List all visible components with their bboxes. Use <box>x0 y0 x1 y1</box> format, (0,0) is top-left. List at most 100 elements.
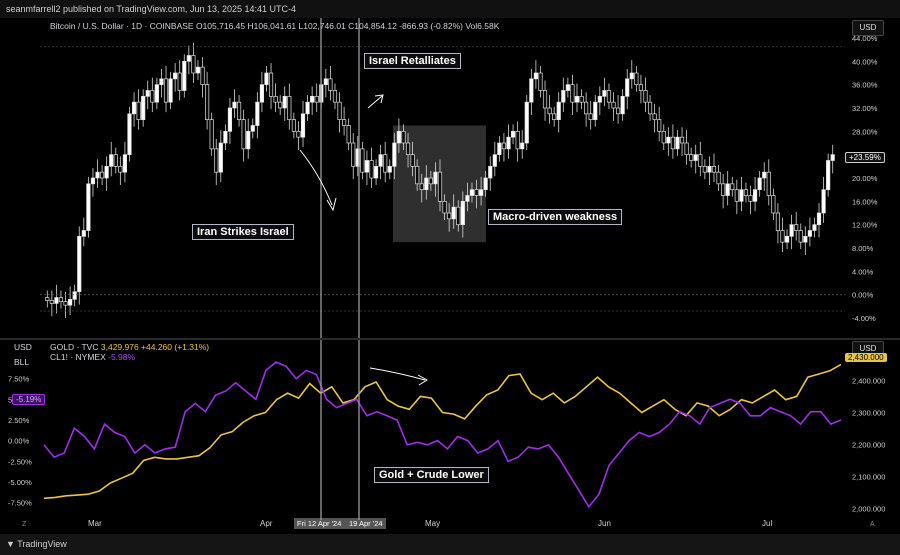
btc-symbol[interactable]: Bitcoin / U.S. Dollar · 1D · COINBASE <box>50 21 194 31</box>
candle-body <box>739 189 744 202</box>
left-bll-badge[interactable]: BLL <box>14 357 30 367</box>
candle-body <box>104 165 109 179</box>
candle-body <box>638 84 644 91</box>
btc-candle <box>721 173 726 209</box>
candle-body <box>300 113 306 138</box>
btc-candle <box>611 92 616 121</box>
candle-body <box>131 101 137 115</box>
btc-candle <box>205 71 210 130</box>
btc-candle <box>68 286 73 316</box>
candle-body <box>542 90 548 109</box>
btc-candle <box>625 68 630 110</box>
btc-candle <box>515 121 520 162</box>
candle-body <box>342 119 347 126</box>
btc-candle <box>255 92 260 139</box>
btc-candle <box>775 203 781 244</box>
candle-body <box>373 165 379 179</box>
candle-body <box>168 78 173 103</box>
candle-body <box>492 154 497 167</box>
candle-body <box>205 84 210 121</box>
candle-body <box>378 154 383 167</box>
candle-body <box>830 154 835 161</box>
candle-body <box>305 101 310 115</box>
currency-button[interactable]: USD <box>852 20 884 36</box>
btc-candle <box>794 211 799 241</box>
btc-candle <box>725 171 730 206</box>
candle-body <box>584 101 589 115</box>
btc-candle <box>492 141 497 177</box>
candle-body <box>657 119 662 132</box>
btc-candle <box>209 112 214 156</box>
candle-body <box>278 101 283 109</box>
candle-body <box>223 130 228 144</box>
candle-body <box>716 171 721 185</box>
candle-body <box>807 230 812 237</box>
left-usd-badge[interactable]: USD <box>14 342 32 352</box>
annotation-gold-crude: Gold + Crude Lower <box>374 467 489 483</box>
btc-candle <box>332 83 338 110</box>
candle-body <box>433 171 438 185</box>
gold-symbol[interactable]: GOLD · TVC <box>50 342 99 352</box>
candle-body <box>437 171 443 202</box>
btc-candle <box>150 77 155 113</box>
cursor-date-label: 19 Apr '24 <box>349 519 383 528</box>
candle-body <box>698 154 703 167</box>
candle-body <box>154 84 159 103</box>
candle-body <box>113 154 118 167</box>
btc-candle <box>456 200 461 232</box>
candle-body <box>816 212 822 226</box>
candle-body <box>191 55 196 74</box>
btc-candle <box>191 42 196 83</box>
annotation-retaliates: Israel Retalliates <box>364 53 461 69</box>
candle-body <box>177 72 182 91</box>
candle-body <box>136 101 141 121</box>
btc-candle <box>679 127 685 156</box>
candle-body <box>561 90 566 103</box>
btc-candle <box>616 95 621 124</box>
candle-body <box>173 72 178 80</box>
btc-candle <box>154 77 159 110</box>
btc-candle <box>337 92 342 133</box>
candle-body <box>734 189 739 202</box>
btc-candle <box>109 141 114 177</box>
candle-body <box>616 107 621 115</box>
corner-right-label: A <box>870 521 875 528</box>
candle-body <box>49 300 54 304</box>
btc-candle <box>424 165 429 200</box>
btc-candle <box>579 89 584 110</box>
candle-body <box>200 66 205 86</box>
crude-symbol[interactable]: CL1! · NYMEX <box>50 352 106 362</box>
candle-body <box>510 130 516 138</box>
btc-candle <box>232 89 237 118</box>
pane-divider[interactable] <box>0 338 900 340</box>
btc-candle <box>328 66 333 101</box>
btc-candle <box>561 77 566 113</box>
candle-body <box>689 154 694 161</box>
btc-candle <box>830 144 835 174</box>
x-tick-label: Apr <box>260 519 273 528</box>
btc-candle <box>236 95 242 127</box>
candle-body <box>122 154 127 173</box>
up-arrow-head <box>374 94 384 104</box>
tradingview-logo[interactable]: ▼ TradingView <box>6 539 67 549</box>
candle-body <box>803 235 808 243</box>
btc-candle <box>474 179 479 209</box>
btc-candle <box>186 45 191 75</box>
left-y-tick: 0.00% <box>8 437 30 446</box>
btc-candle <box>214 138 219 185</box>
candle-body <box>579 95 584 103</box>
btc-candle <box>552 106 557 127</box>
candle-body <box>707 165 712 173</box>
candle-body <box>524 101 529 144</box>
lower-lines <box>43 361 842 509</box>
candle-body <box>629 72 634 80</box>
arrow-annotations <box>299 94 428 386</box>
btc-candle <box>789 214 794 250</box>
candle-body <box>81 230 86 237</box>
gold-values: 3,429.976 +44.260 (+1.31%) <box>100 342 210 352</box>
btc-candle <box>629 60 634 89</box>
lower-right-y-axis: 2,400.000 2,300.000 2,200.000 2,100.000 2,00… <box>852 376 885 513</box>
btc-candle <box>698 141 703 177</box>
btc-candle <box>415 159 420 191</box>
